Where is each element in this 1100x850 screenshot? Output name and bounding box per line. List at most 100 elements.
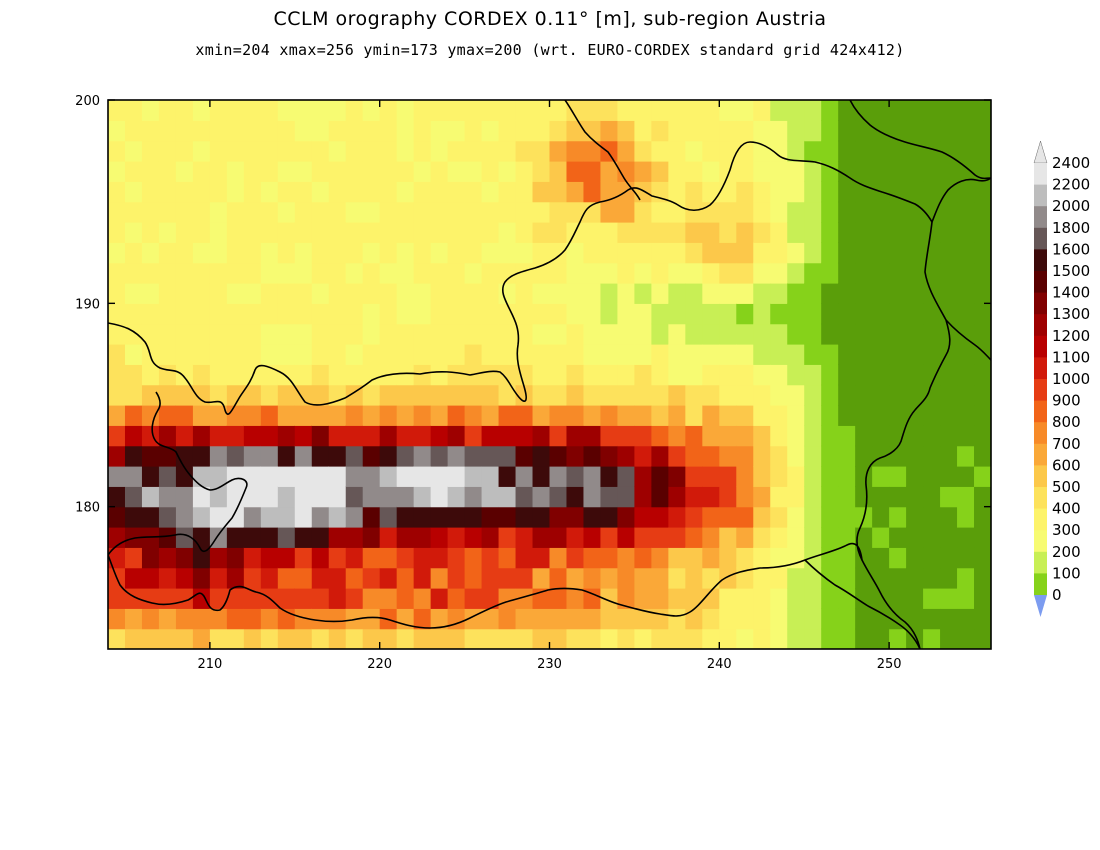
- grid-cell: [362, 547, 381, 569]
- grid-cell: [702, 364, 720, 386]
- grid-cell: [447, 588, 466, 609]
- grid-cell: [192, 405, 211, 426]
- grid-cell: [532, 588, 551, 609]
- grid-cell: [651, 201, 669, 223]
- grid-cell: [413, 445, 432, 467]
- grid-cell: [396, 364, 415, 386]
- grid-cell: [515, 506, 534, 528]
- grid-cell: [141, 405, 160, 426]
- grid-cell: [617, 547, 636, 569]
- grid-cell: [770, 608, 788, 630]
- grid-cell: [549, 567, 568, 589]
- grid-cell: [158, 181, 177, 203]
- grid-cell: [328, 384, 347, 406]
- grid-cell: [685, 344, 703, 365]
- grid-cell: [515, 445, 534, 467]
- grid-cell: [396, 262, 415, 284]
- grid-cell: [430, 384, 449, 406]
- grid-cell: [906, 262, 924, 284]
- grid-cell: [753, 608, 771, 630]
- grid-cell: [124, 181, 143, 203]
- grid-cell: [345, 283, 364, 304]
- grid-cell: [634, 344, 652, 365]
- colorbar-over-triangle: [1033, 140, 1048, 164]
- grid-cell: [515, 100, 534, 121]
- grid-cell: [634, 405, 652, 426]
- grid-cell: [311, 405, 330, 426]
- grid-cell: [957, 567, 975, 589]
- grid-cell: [889, 262, 907, 284]
- grid-cell: [838, 567, 856, 589]
- grid-cell: [617, 384, 636, 406]
- grid-cell: [141, 608, 160, 630]
- grid-cell: [804, 100, 822, 121]
- grid-cell: [192, 120, 211, 142]
- grid-cell: [192, 181, 211, 203]
- grid-cell: [413, 344, 432, 365]
- grid-cell: [243, 242, 262, 264]
- grid-cell: [923, 323, 941, 345]
- grid-cell: [294, 283, 313, 304]
- grid-cell: [124, 364, 143, 386]
- grid-cell: [158, 486, 177, 508]
- grid-cell: [226, 242, 245, 264]
- grid-cell: [617, 608, 636, 630]
- grid-cell: [600, 588, 619, 609]
- grid-cell: [430, 567, 449, 589]
- grid-cell: [158, 547, 177, 569]
- grid-cell: [260, 445, 279, 467]
- grid-cell: [617, 344, 636, 365]
- grid-cell: [464, 527, 483, 548]
- grid-cell: [379, 283, 398, 304]
- grid-cell: [345, 201, 364, 223]
- grid-cell: [294, 466, 313, 487]
- grid-cell: [209, 262, 228, 284]
- grid-cell: [753, 201, 771, 223]
- grid-cell: [328, 527, 347, 548]
- grid-cell: [396, 486, 415, 508]
- grid-cell: [311, 466, 330, 487]
- grid-cell: [532, 527, 551, 548]
- grid-cell: [634, 242, 652, 264]
- grid-cell: [481, 100, 500, 121]
- grid-cell: [345, 323, 364, 345]
- grid-cell: [379, 201, 398, 223]
- grid-cell: [923, 628, 941, 649]
- grid-cell: [617, 100, 636, 121]
- grid-cell: [668, 405, 686, 426]
- grid-cell: [294, 425, 313, 447]
- grid-cell: [838, 120, 856, 142]
- grid-cell: [362, 608, 381, 630]
- grid-cell: [260, 140, 279, 162]
- grid-cell: [685, 222, 703, 243]
- grid-cell: [634, 323, 652, 345]
- grid-cell: [583, 120, 602, 142]
- grid-cell: [209, 201, 228, 223]
- grid-cell: [175, 201, 194, 223]
- grid-cell: [226, 425, 245, 447]
- grid-cell: [175, 262, 194, 284]
- grid-cell: [158, 425, 177, 447]
- grid-cell: [413, 588, 432, 609]
- grid-cell: [957, 161, 975, 182]
- grid-cell: [532, 364, 551, 386]
- grid-cell: [311, 628, 330, 649]
- grid-cell: [668, 608, 686, 630]
- grid-cell: [413, 364, 432, 386]
- colorbar-swatch: [1034, 508, 1047, 531]
- grid-cell: [498, 486, 517, 508]
- grid-cell: [668, 222, 686, 243]
- grid-cell: [736, 222, 754, 243]
- grid-cell: [651, 567, 669, 589]
- grid-cell: [175, 161, 194, 182]
- grid-cell: [770, 283, 788, 304]
- grid-cell: [634, 547, 652, 569]
- grid-cell: [838, 588, 856, 609]
- grid-cell: [328, 323, 347, 345]
- grid-cell: [787, 100, 805, 121]
- grid-cell: [736, 384, 754, 406]
- grid-cell: [277, 181, 296, 203]
- grid-cell: [141, 242, 160, 264]
- grid-cell: [413, 222, 432, 243]
- grid-cell: [702, 486, 720, 508]
